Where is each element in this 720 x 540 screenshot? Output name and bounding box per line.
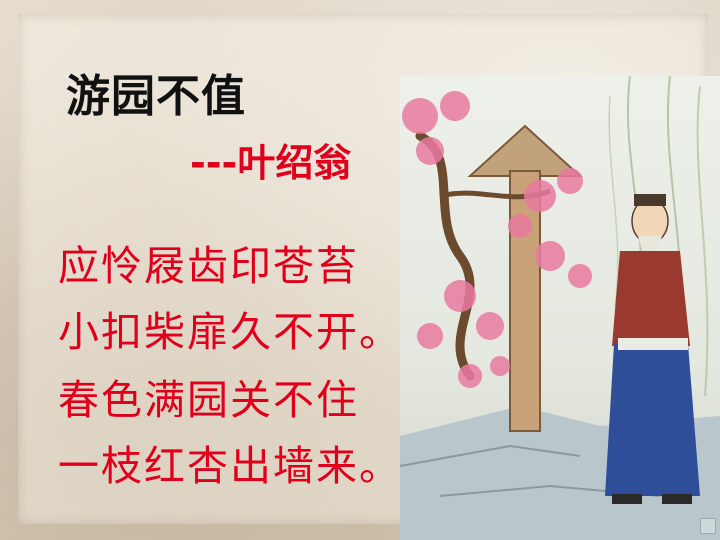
poem-author: ---叶绍翁 xyxy=(190,141,352,185)
poem-line-1: 应怜屐齿印苍苔 xyxy=(58,242,359,290)
poet-illustration xyxy=(400,76,720,540)
nav-corner-icon[interactable] xyxy=(700,518,716,534)
poem-line-4: 一枝红杏出墙来。 xyxy=(58,442,402,490)
poet-under-apricot-blossoms-icon xyxy=(400,76,720,540)
poem-title: 游园不值 xyxy=(66,71,246,122)
poem-line-2: 小扣柴扉久不开。 xyxy=(58,308,402,356)
poem-line-3: 春色满园关不住 xyxy=(58,376,359,424)
